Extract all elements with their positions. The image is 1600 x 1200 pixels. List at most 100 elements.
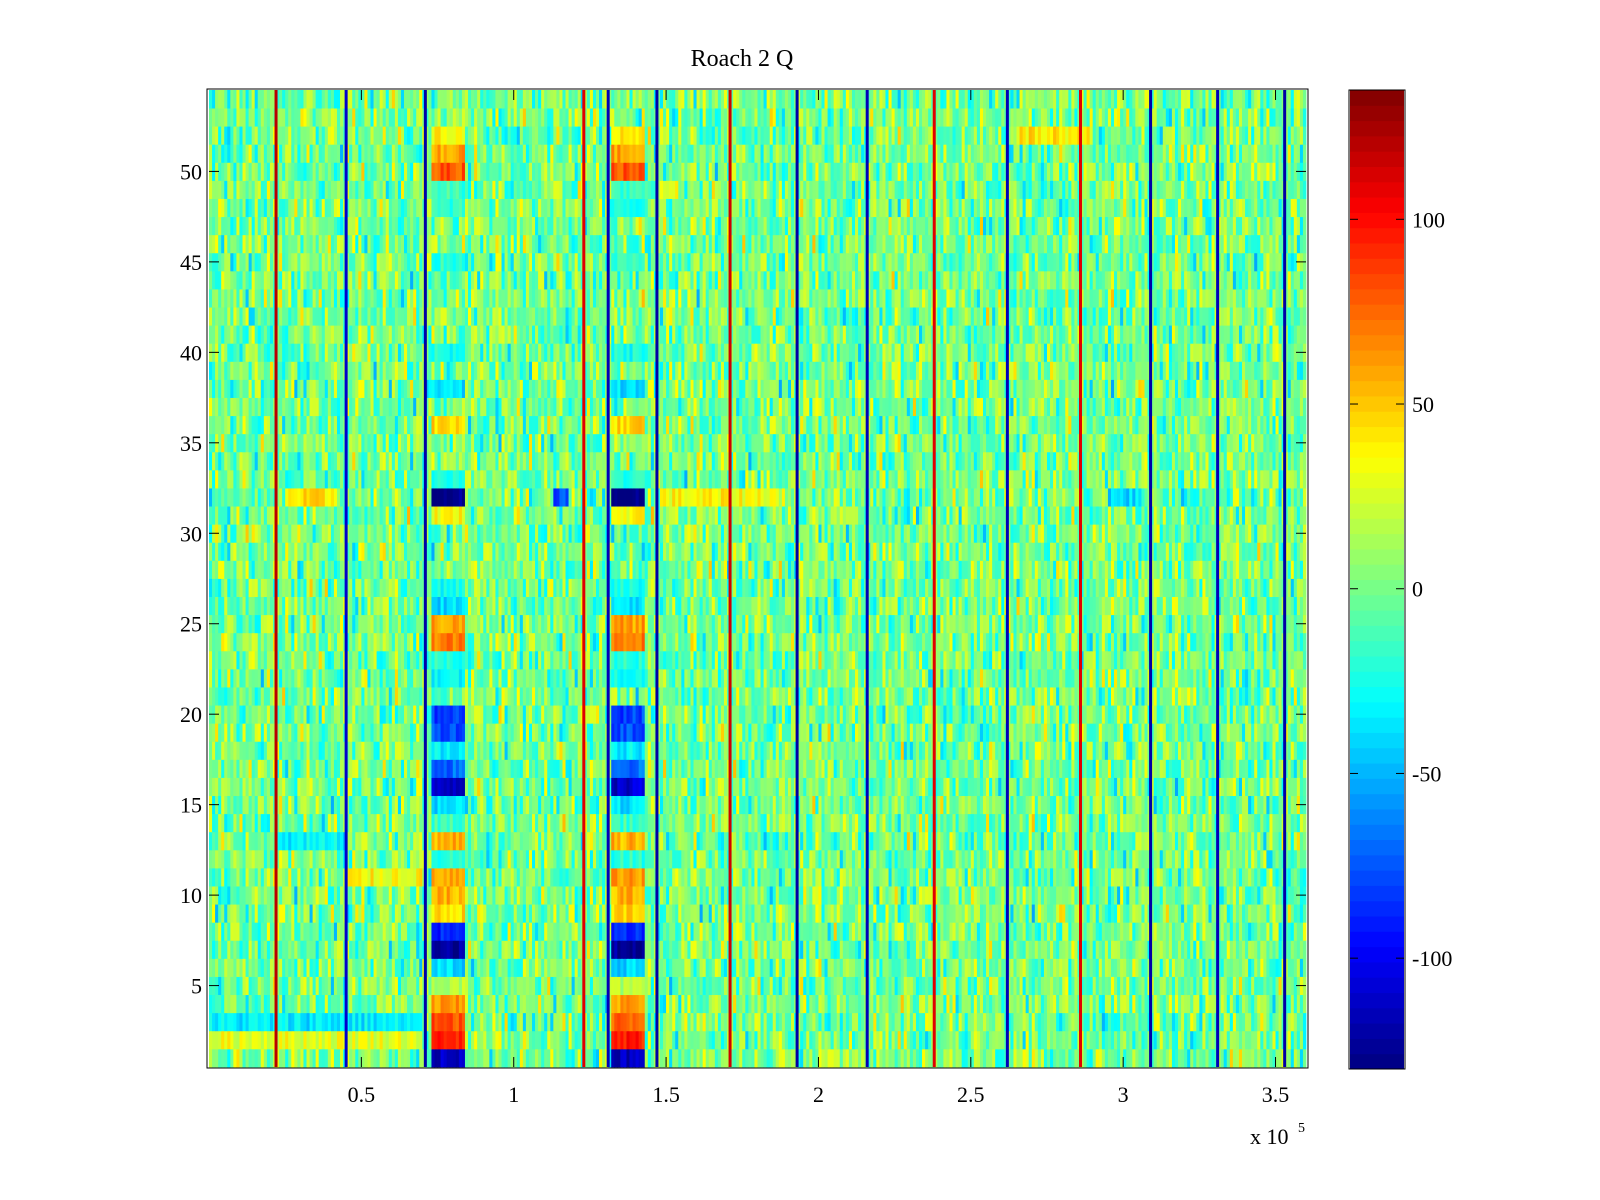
heatmap-cell xyxy=(700,1031,703,1049)
heatmap-cell xyxy=(751,886,754,904)
heatmap-cell xyxy=(389,922,392,940)
heatmap-cell xyxy=(898,886,901,904)
heatmap-cell xyxy=(821,868,824,886)
heatmap-cell xyxy=(1272,958,1275,976)
heatmap-cell xyxy=(255,977,258,995)
heatmap-cell xyxy=(642,940,645,958)
heatmap-cell xyxy=(438,958,441,976)
heatmap-cell xyxy=(1190,850,1193,868)
heatmap-cell xyxy=(221,886,224,904)
heatmap-cell xyxy=(995,995,998,1013)
heatmap-cell xyxy=(1263,940,1266,958)
heatmap-cell xyxy=(328,1031,331,1049)
heatmap-cell xyxy=(307,958,310,976)
heatmap-cell xyxy=(303,940,306,958)
heatmap-cell xyxy=(1212,1013,1215,1031)
heatmap-cell xyxy=(1272,995,1275,1013)
heatmap-cell xyxy=(416,1031,419,1049)
heatmap-cell xyxy=(949,1031,952,1049)
heatmap-cell xyxy=(648,832,651,850)
heatmap-cell xyxy=(462,1049,465,1067)
heatmap-cell xyxy=(1062,868,1065,886)
heatmap-cell xyxy=(989,850,992,868)
heatmap-cell xyxy=(297,814,300,832)
heatmap-cell xyxy=(307,1013,310,1031)
heatmap-cell xyxy=(648,922,651,940)
heatmap-cell xyxy=(977,940,980,958)
heatmap-cell xyxy=(249,977,252,995)
heatmap-cell xyxy=(431,958,434,976)
heatmap-cell xyxy=(1266,904,1269,922)
heatmap-cell xyxy=(453,868,456,886)
heatmap-cell xyxy=(617,832,620,850)
heatmap-cell xyxy=(1227,850,1230,868)
heatmap-cell xyxy=(505,850,508,868)
heatmap-cell xyxy=(645,868,648,886)
heatmap-cell xyxy=(882,904,885,922)
heatmap-cell xyxy=(1026,904,1029,922)
heatmap-cell xyxy=(297,904,300,922)
heatmap-cell xyxy=(767,850,770,868)
heatmap-cell xyxy=(687,1049,690,1067)
heatmap-cell xyxy=(1145,940,1148,958)
heatmap-cell xyxy=(596,1013,599,1031)
heatmap-cell xyxy=(1129,886,1132,904)
heatmap-cell xyxy=(380,868,383,886)
heatmap-cell xyxy=(1175,850,1178,868)
heatmap-cell xyxy=(788,1013,791,1031)
heatmap-cell xyxy=(428,850,431,868)
heatmap-cell xyxy=(407,868,410,886)
heatmap-cell xyxy=(1303,922,1306,940)
heatmap-cell xyxy=(1129,1049,1132,1067)
heatmap-cell xyxy=(852,940,855,958)
heatmap-cell xyxy=(520,958,523,976)
heatmap-cell xyxy=(956,868,959,886)
heatmap-cell xyxy=(645,1013,648,1031)
heatmap-cell xyxy=(663,922,666,940)
heatmap-cell xyxy=(419,1013,422,1031)
heatmap-cell xyxy=(270,1013,273,1031)
heatmap-cell xyxy=(413,814,416,832)
heatmap-cell xyxy=(962,977,965,995)
heatmap-cell xyxy=(1017,922,1020,940)
heatmap-cell xyxy=(663,1031,666,1049)
heatmap-cell xyxy=(684,832,687,850)
heatmap-cell xyxy=(1199,922,1202,940)
heatmap-cell xyxy=(407,995,410,1013)
heatmap-cell xyxy=(733,1049,736,1067)
heatmap-cell xyxy=(809,814,812,832)
heatmap-cell xyxy=(623,814,626,832)
heatmap-cell xyxy=(389,958,392,976)
heatmap-cell xyxy=(1017,1031,1020,1049)
heatmap-cell xyxy=(224,850,227,868)
heatmap-cell xyxy=(1129,814,1132,832)
heatmap-cell xyxy=(1132,977,1135,995)
heatmap-cell xyxy=(1013,958,1016,976)
heatmap-cell xyxy=(209,814,212,832)
heatmap-cell xyxy=(489,995,492,1013)
heatmap-cell xyxy=(252,1013,255,1031)
heatmap-cell xyxy=(1093,1049,1096,1067)
heatmap-cell xyxy=(639,868,642,886)
heatmap-cell xyxy=(1029,958,1032,976)
heatmap-cell xyxy=(718,814,721,832)
heatmap-cell xyxy=(410,868,413,886)
heatmap-cell xyxy=(364,1013,367,1031)
heatmap-cell xyxy=(340,940,343,958)
heatmap-cell xyxy=(1010,922,1013,940)
heatmap-cell xyxy=(434,850,437,868)
heatmap-cell xyxy=(764,868,767,886)
heatmap-cell xyxy=(529,814,532,832)
heatmap-cell xyxy=(694,995,697,1013)
heatmap-cell xyxy=(562,886,565,904)
heatmap-cell xyxy=(529,904,532,922)
heatmap-cell xyxy=(1062,850,1065,868)
heatmap-cell xyxy=(1248,1013,1251,1031)
heatmap-cell xyxy=(700,868,703,886)
heatmap-cell xyxy=(474,886,477,904)
heatmap-cell xyxy=(971,814,974,832)
heatmap-cell xyxy=(450,814,453,832)
heatmap-cell xyxy=(959,1031,962,1049)
heatmap-cell xyxy=(1135,886,1138,904)
heatmap-cell xyxy=(1099,814,1102,832)
